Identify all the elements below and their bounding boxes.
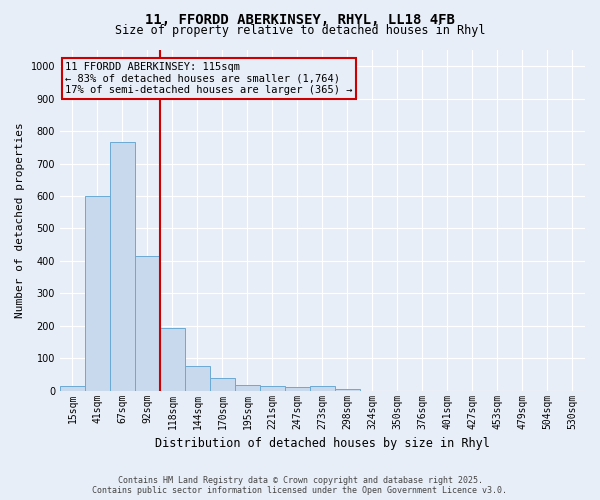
Bar — [160, 328, 185, 390]
Bar — [110, 142, 135, 390]
Bar — [310, 386, 335, 390]
Text: Size of property relative to detached houses in Rhyl: Size of property relative to detached ho… — [115, 24, 485, 37]
Bar — [285, 386, 310, 390]
Text: 11, FFORDD ABERKINSEY, RHYL, LL18 4FB: 11, FFORDD ABERKINSEY, RHYL, LL18 4FB — [145, 12, 455, 26]
X-axis label: Distribution of detached houses by size in Rhyl: Distribution of detached houses by size … — [155, 437, 490, 450]
Bar — [260, 386, 285, 390]
Bar — [60, 386, 85, 390]
Bar — [235, 385, 260, 390]
Bar — [135, 256, 160, 390]
Bar — [210, 378, 235, 390]
Text: 11 FFORDD ABERKINSEY: 115sqm
← 83% of detached houses are smaller (1,764)
17% of: 11 FFORDD ABERKINSEY: 115sqm ← 83% of de… — [65, 62, 353, 95]
Bar — [185, 366, 210, 390]
Y-axis label: Number of detached properties: Number of detached properties — [15, 122, 25, 318]
Bar — [85, 196, 110, 390]
Text: Contains HM Land Registry data © Crown copyright and database right 2025.
Contai: Contains HM Land Registry data © Crown c… — [92, 476, 508, 495]
Bar — [335, 389, 360, 390]
